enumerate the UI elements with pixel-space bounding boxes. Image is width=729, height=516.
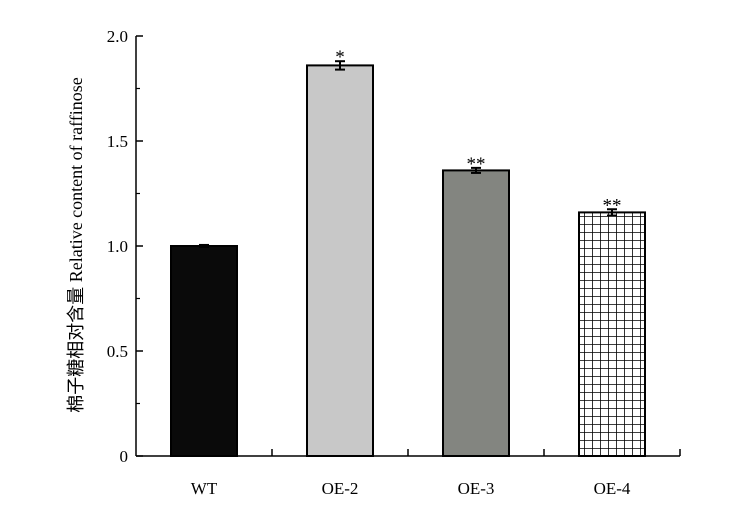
y-axis-label: 棉子糖相对含量 Relative content of raffinose: [66, 77, 86, 413]
x-tick-label: OE-3: [458, 479, 495, 498]
significance-mark: **: [467, 154, 486, 175]
x-tick-label: OE-2: [322, 479, 359, 498]
y-tick-label: 1.0: [107, 237, 128, 256]
y-tick-label: 0.5: [107, 342, 128, 361]
x-tick-label: WT: [191, 479, 218, 498]
y-tick-label: 1.5: [107, 132, 128, 151]
significance-mark: *: [335, 47, 345, 68]
y-axis: 0 0.5 1.0 1.5 2.0: [107, 27, 143, 466]
bar-oe-4: [578, 211, 646, 457]
y-tick-label: 2.0: [107, 27, 128, 46]
bar-wt: [170, 245, 238, 457]
x-tick-label: OE-4: [594, 479, 631, 498]
significance-mark: **: [603, 195, 622, 216]
bar-oe-2: [306, 64, 374, 458]
bar-oe-3: [442, 169, 510, 457]
y-tick-label: 0: [120, 447, 129, 466]
bars: *****: [170, 47, 646, 458]
